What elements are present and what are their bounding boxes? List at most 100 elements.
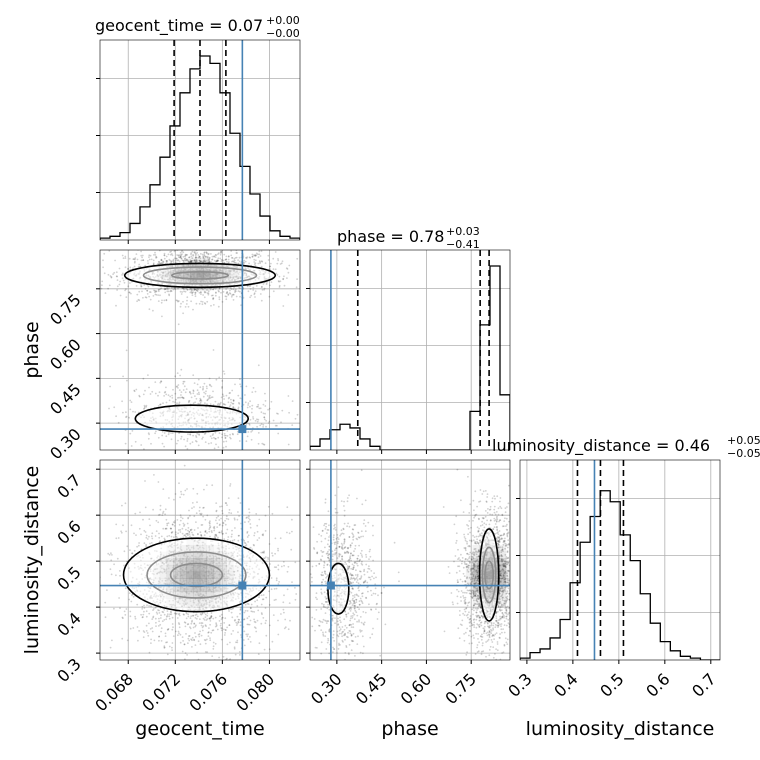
sample-point	[180, 257, 183, 260]
sample-point	[231, 533, 233, 536]
sample-point	[209, 637, 211, 639]
sample-point	[202, 617, 205, 620]
sample-point	[229, 433, 232, 436]
sample-point	[245, 423, 248, 426]
sample-point	[183, 380, 186, 383]
sample-point	[179, 514, 182, 517]
sample-point	[260, 244, 262, 246]
sample-point	[175, 386, 178, 388]
sample-point	[171, 432, 174, 434]
sample-point	[94, 260, 96, 262]
sample-point	[228, 624, 231, 626]
sample-point	[209, 535, 211, 538]
sample-point	[295, 593, 298, 595]
sample-point	[277, 413, 279, 415]
sample-point	[208, 257, 211, 260]
sample-point	[174, 520, 176, 522]
sample-point	[144, 296, 147, 298]
sample-point	[234, 653, 237, 656]
sample-point	[140, 444, 143, 446]
sample-point	[192, 389, 195, 392]
sample-point	[257, 432, 260, 434]
sample-point	[228, 624, 231, 626]
sample-point	[158, 536, 161, 539]
sample-point	[231, 402, 234, 405]
sample-point	[208, 256, 211, 259]
sample-point	[147, 437, 150, 440]
sample-point	[226, 291, 229, 294]
sample-point	[182, 397, 185, 400]
histogram-bar	[260, 216, 270, 240]
sample-point	[170, 250, 173, 253]
sample-point	[267, 408, 269, 411]
sample-point	[121, 504, 123, 507]
sample-point	[175, 398, 177, 401]
sample-point	[239, 290, 241, 293]
sample-point	[148, 535, 150, 538]
sample-point	[184, 622, 187, 624]
sample-point	[190, 396, 193, 399]
sample-point	[197, 256, 200, 259]
histogram-bar	[490, 266, 500, 450]
sample-point	[221, 387, 223, 389]
sample-point	[178, 523, 181, 526]
sample-point	[221, 259, 224, 262]
sample-point	[118, 597, 120, 599]
sample-point	[248, 511, 251, 514]
sample-point	[143, 448, 145, 450]
sample-point	[316, 263, 318, 265]
sample-point	[208, 261, 211, 264]
sample-point	[302, 276, 304, 278]
sample-point	[159, 403, 162, 406]
sample-point	[141, 616, 144, 619]
sample-point	[170, 289, 172, 292]
sample-point	[128, 257, 131, 260]
sample-point	[161, 261, 164, 264]
histogram-panel-luminosity-distance	[516, 459, 721, 664]
sample-point	[209, 616, 212, 619]
sample-point	[212, 294, 214, 297]
sample-point	[159, 294, 161, 297]
sample-point	[210, 442, 213, 444]
sample-point	[172, 400, 175, 403]
sample-point	[198, 291, 201, 294]
sample-point	[253, 292, 256, 295]
sample-point	[123, 610, 126, 613]
sample-point	[212, 288, 215, 291]
sample-point	[114, 259, 116, 262]
sample-point	[185, 303, 188, 305]
sample-point	[186, 296, 189, 299]
sample-point	[165, 260, 168, 262]
sample-point	[195, 617, 198, 620]
sample-point	[155, 625, 157, 627]
title-luminosity-distance-main: luminosity_distance = 0.46	[492, 436, 710, 456]
sample-point	[322, 431, 324, 433]
sample-point	[193, 259, 196, 262]
sample-point	[199, 397, 202, 400]
sample-point	[222, 259, 225, 262]
sample-point	[179, 256, 182, 258]
sample-point	[212, 297, 215, 300]
sample-point	[270, 577, 273, 579]
sample-point	[209, 522, 211, 525]
x-axis-label-luminosity-distance: luminosity_distance	[526, 718, 715, 740]
histogram-bar	[670, 651, 680, 660]
sample-point	[163, 432, 166, 434]
sample-point	[160, 535, 163, 538]
sample-point	[234, 527, 236, 529]
sample-point	[165, 386, 167, 389]
sample-point	[121, 274, 123, 276]
sample-point	[260, 411, 263, 414]
sample-point	[286, 268, 289, 270]
sample-point	[201, 253, 204, 256]
sample-point	[149, 524, 151, 527]
sample-point	[238, 619, 241, 621]
sample-point	[124, 502, 127, 505]
sample-point	[171, 523, 174, 526]
sample-point	[180, 435, 183, 438]
sample-point	[125, 349, 128, 352]
sample-point	[191, 636, 194, 639]
sample-point	[231, 389, 234, 392]
sample-point	[166, 610, 169, 612]
sample-point	[145, 545, 148, 548]
